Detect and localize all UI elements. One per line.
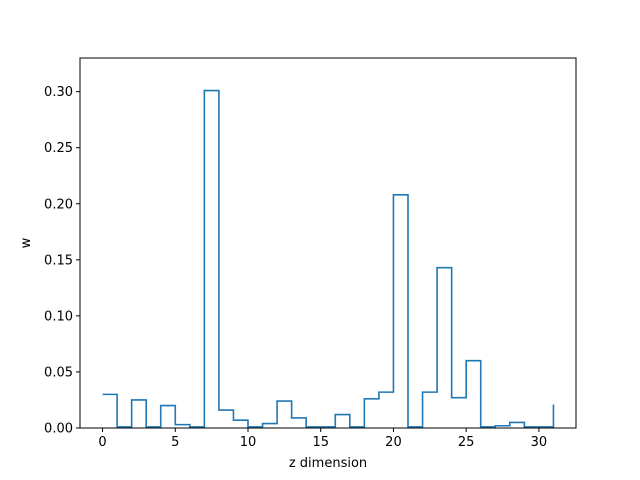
y-axis: 0.00 0.05 0.10 0.15 0.20 0.25 0.30: [44, 85, 80, 437]
y-tick-label: 0.00: [44, 422, 73, 437]
y-tick-label: 0.10: [44, 309, 73, 324]
y-tick-label: 0.05: [44, 365, 73, 380]
x-tick-label: 30: [531, 435, 548, 450]
y-tick-label: 0.15: [44, 253, 73, 268]
series-line-0: [102, 89, 555, 428]
y-tick-label: 0.25: [44, 141, 73, 156]
y-tick-label: 0.30: [44, 85, 73, 100]
x-axis-label: z dimension: [289, 456, 367, 471]
x-tick-label: 10: [240, 435, 257, 450]
axes-frame: [79, 57, 577, 429]
x-tick-label: 25: [458, 435, 475, 450]
y-tick-label: 0.20: [44, 197, 73, 212]
x-axis: 0 5 10 15 20 25 30: [98, 428, 547, 450]
x-tick-label: 20: [385, 435, 402, 450]
x-tick-label: 5: [171, 435, 179, 450]
x-tick-label: 15: [312, 435, 329, 450]
y-axis-label: w: [19, 237, 34, 248]
x-tick-label: 0: [98, 435, 106, 450]
plot-area: [102, 89, 555, 428]
